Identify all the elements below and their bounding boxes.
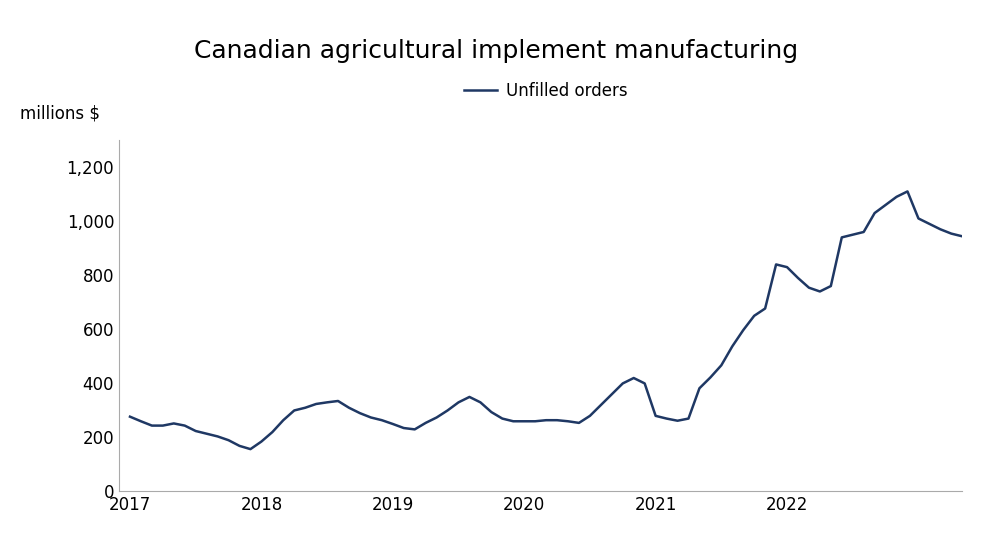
Unfilled orders (300, 405, 311, 411)
Unfilled orders (474, 399, 486, 406)
Line: Unfilled orders: Unfilled orders (130, 191, 962, 449)
Unfilled orders (595, 402, 607, 408)
Unfilled orders (496, 415, 508, 422)
Legend: Unfilled orders: Unfilled orders (457, 75, 634, 107)
Unfilled orders (409, 426, 421, 433)
Unfilled orders (420, 420, 432, 426)
Text: Canadian agricultural implement manufacturing: Canadian agricultural implement manufact… (194, 39, 798, 63)
Unfilled orders (902, 188, 914, 195)
Unfilled orders (124, 413, 136, 420)
Unfilled orders (956, 233, 968, 239)
Unfilled orders (244, 446, 256, 453)
Text: millions $: millions $ (20, 105, 100, 123)
